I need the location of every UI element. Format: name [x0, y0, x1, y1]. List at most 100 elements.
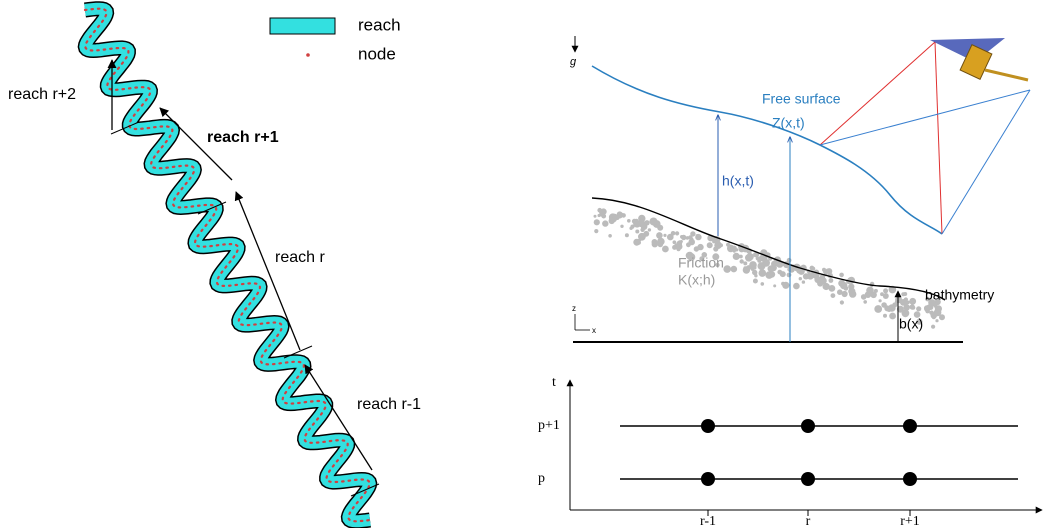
- bed-point: [629, 227, 632, 230]
- bed-point: [743, 266, 746, 269]
- bed-point: [892, 302, 897, 307]
- legend-reach: reach: [358, 15, 401, 34]
- reach-label: reach r+2: [8, 86, 76, 103]
- bed-point: [602, 220, 608, 226]
- bed-point: [747, 253, 754, 260]
- bed-point: [753, 279, 758, 284]
- bed-point: [931, 325, 935, 329]
- free-surface-label: Free surface: [762, 91, 841, 107]
- bed-point: [620, 213, 623, 216]
- satellite: [930, 38, 1028, 80]
- bed-point: [627, 219, 631, 223]
- bed-point: [829, 278, 834, 283]
- bed-point: [822, 268, 826, 272]
- bed-point: [608, 234, 612, 238]
- bed-point: [761, 282, 765, 286]
- bed-point: [674, 244, 677, 247]
- bed-point: [733, 250, 736, 253]
- bed-point: [740, 259, 744, 263]
- z-label: z: [572, 304, 576, 313]
- bed-point: [916, 306, 921, 311]
- bed-point: [911, 306, 915, 310]
- bed-point: [793, 283, 800, 290]
- grid-node: [801, 419, 815, 433]
- bed-point: [620, 225, 623, 228]
- bed-point: [680, 240, 683, 243]
- bed-point: [594, 219, 600, 225]
- grid-node: [701, 419, 715, 433]
- column-label: r: [806, 514, 811, 528]
- bed-point: [635, 219, 638, 222]
- bed-point: [599, 210, 605, 216]
- bed-point: [889, 313, 896, 320]
- bed-label: b(x): [899, 316, 923, 332]
- bed-point: [901, 292, 905, 296]
- bed-point: [924, 305, 930, 311]
- bed-point: [637, 220, 645, 228]
- bed-point: [707, 242, 713, 248]
- bed-point: [787, 258, 792, 263]
- bed-point: [768, 271, 775, 278]
- bed-point: [880, 292, 884, 296]
- bed-point: [648, 228, 651, 231]
- bed-point: [675, 231, 679, 235]
- bed-point: [657, 225, 663, 231]
- bed-point: [840, 282, 847, 289]
- t-label: t: [552, 375, 556, 390]
- bed-point: [823, 284, 827, 288]
- bed-point: [939, 314, 945, 320]
- grid-node: [801, 472, 815, 486]
- bed-point: [688, 239, 695, 246]
- bed-point: [673, 240, 677, 244]
- bed-point: [825, 269, 830, 274]
- legend-node-swatch: [306, 53, 310, 57]
- bed-point: [831, 293, 836, 298]
- legend-reach-swatch: [270, 18, 335, 34]
- bed-point: [886, 306, 892, 312]
- legend-node: node: [358, 44, 396, 63]
- bed-point: [656, 232, 663, 239]
- bed-point: [662, 246, 669, 253]
- bed-point: [731, 266, 738, 273]
- bed-point: [863, 300, 867, 304]
- bed-point: [837, 289, 843, 295]
- bed-point: [780, 271, 786, 277]
- bed-point: [671, 231, 676, 236]
- bed-point: [633, 239, 640, 246]
- bed-point: [933, 304, 937, 308]
- bed-point: [773, 284, 776, 287]
- bed-point: [688, 235, 692, 239]
- bed-point: [787, 273, 792, 278]
- bed-point: [931, 312, 938, 319]
- bed-point: [817, 280, 823, 286]
- bed-point: [799, 277, 802, 280]
- grid-node: [903, 419, 917, 433]
- satellite-rays: [820, 42, 1030, 234]
- bed-point: [879, 299, 882, 302]
- bed-point: [719, 243, 723, 247]
- elevation-label: Z(x,t): [772, 115, 805, 131]
- river: [85, 9, 379, 522]
- bed-point: [723, 265, 731, 273]
- bed-point: [640, 228, 644, 232]
- bed-point: [650, 218, 658, 226]
- bed-point: [802, 280, 805, 283]
- bathymetry-line: [592, 198, 945, 300]
- bed-point: [594, 215, 597, 218]
- bed-point: [754, 274, 757, 277]
- bed-point: [652, 241, 658, 247]
- bed-point: [909, 298, 916, 305]
- reach-label: reach r: [275, 249, 325, 266]
- column-label: r+1: [900, 514, 920, 528]
- river-body: [85, 9, 370, 522]
- bed-point: [759, 269, 767, 277]
- bed-point: [849, 290, 856, 297]
- bed-point: [663, 234, 666, 237]
- bed-point: [874, 305, 882, 313]
- bed-point: [713, 246, 718, 251]
- bed-point: [861, 294, 867, 300]
- bed-point: [810, 266, 814, 270]
- bed-point: [658, 242, 664, 248]
- bed-point: [635, 230, 639, 234]
